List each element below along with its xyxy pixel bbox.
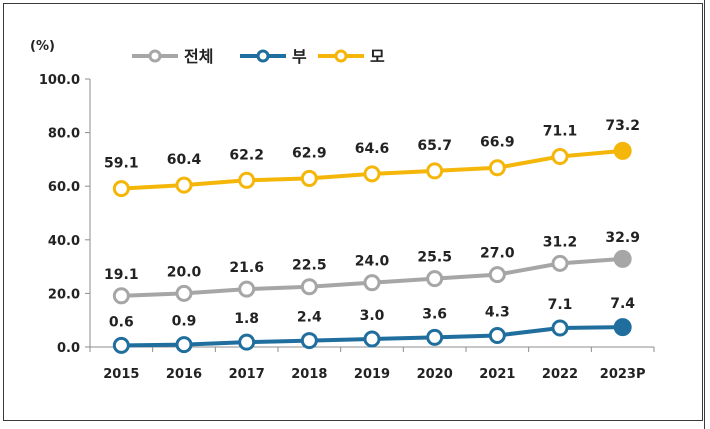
series-1-point bbox=[488, 326, 506, 344]
data-label: 1.8 bbox=[234, 311, 259, 327]
series-2-point bbox=[551, 147, 569, 165]
data-label: 32.9 bbox=[605, 230, 640, 246]
frame-edge bbox=[704, 0, 705, 429]
x-tick-label: 2023P bbox=[600, 367, 646, 382]
legend-marker-1 bbox=[256, 49, 270, 63]
series-2-point bbox=[613, 141, 632, 160]
series-1-point bbox=[300, 332, 318, 350]
data-label: 0.9 bbox=[172, 314, 197, 330]
series-0-point bbox=[300, 278, 318, 296]
data-label: 22.5 bbox=[292, 258, 327, 274]
series-0-point bbox=[175, 284, 193, 302]
legend-marker-0 bbox=[148, 49, 162, 63]
y-unit-label: (%) bbox=[30, 39, 55, 54]
y-tick-label: 40.0 bbox=[48, 234, 80, 249]
chart-frame: (%) 전체 부 모 0.0 20.0 40.0 60.0 80.0 100.0 2015 20… bbox=[3, 3, 703, 421]
series-2-point bbox=[238, 171, 256, 189]
data-label: 3.0 bbox=[360, 308, 385, 324]
data-label: 71.1 bbox=[543, 123, 578, 139]
data-label: 4.3 bbox=[485, 304, 510, 320]
series-2-point bbox=[426, 162, 444, 180]
series-2-point bbox=[112, 180, 130, 198]
y-tick-label: 100.0 bbox=[39, 73, 80, 88]
series-markers bbox=[112, 141, 632, 354]
data-label: 73.2 bbox=[605, 118, 640, 134]
series-1-point bbox=[426, 328, 444, 346]
series-2-point bbox=[300, 169, 318, 187]
series-1-point bbox=[175, 336, 193, 354]
x-tick-label: 2018 bbox=[291, 367, 327, 382]
series-0-point bbox=[363, 274, 381, 292]
y-tick-label: 80.0 bbox=[48, 127, 80, 142]
data-label: 25.5 bbox=[417, 250, 452, 266]
data-label: 66.9 bbox=[480, 135, 515, 151]
data-label: 7.1 bbox=[548, 297, 573, 313]
x-tick-label: 2022 bbox=[542, 367, 578, 382]
x-tick-label: 2020 bbox=[417, 367, 453, 382]
data-label: 0.6 bbox=[109, 314, 134, 330]
data-label: 64.6 bbox=[355, 141, 390, 157]
y-tick-label: 0.0 bbox=[57, 341, 80, 356]
data-label: 27.0 bbox=[480, 246, 515, 262]
data-label: 65.7 bbox=[417, 138, 452, 154]
data-label: 19.1 bbox=[104, 267, 139, 283]
x-tick-label: 2015 bbox=[103, 367, 139, 382]
x-tick-label: 2016 bbox=[166, 367, 202, 382]
series-1-point bbox=[551, 319, 569, 337]
series-0-point bbox=[238, 280, 256, 298]
series-1-point bbox=[238, 333, 256, 351]
legend: 전체 부 모 bbox=[132, 47, 385, 66]
series-2-point bbox=[488, 159, 506, 177]
data-label: 20.0 bbox=[167, 264, 202, 280]
y-tick-label: 60.0 bbox=[48, 180, 80, 195]
series-2-point bbox=[175, 176, 193, 194]
x-tick-label: 2017 bbox=[229, 367, 265, 382]
data-labels: 19.1 20.0 21.6 22.5 24.0 25.5 27.0 31.2 32.9 0.6 0… bbox=[104, 118, 640, 331]
legend-label-2: 모 bbox=[370, 47, 385, 66]
data-label: 60.4 bbox=[167, 152, 202, 168]
series-2-point bbox=[363, 165, 381, 183]
legend-label-1: 부 bbox=[292, 47, 307, 66]
data-label: 31.2 bbox=[543, 234, 578, 250]
legend-marker-2 bbox=[334, 49, 348, 63]
y-tick-label: 20.0 bbox=[48, 287, 80, 302]
legend-label-0: 전체 bbox=[184, 47, 213, 66]
data-label: 21.6 bbox=[229, 260, 264, 276]
data-label: 62.9 bbox=[292, 145, 327, 161]
series-1-point bbox=[363, 330, 381, 348]
data-label: 62.2 bbox=[229, 147, 264, 163]
series-0-point bbox=[112, 287, 130, 305]
series-1-point bbox=[613, 318, 632, 337]
x-tick-label: 2021 bbox=[479, 367, 515, 382]
data-label: 3.6 bbox=[422, 306, 447, 322]
data-label: 7.4 bbox=[610, 296, 635, 312]
y-axis: 0.0 20.0 40.0 60.0 80.0 100.0 bbox=[39, 73, 91, 356]
data-label: 2.4 bbox=[297, 310, 322, 326]
series-0-point bbox=[551, 254, 569, 272]
data-label: 59.1 bbox=[104, 156, 139, 172]
series-0-point bbox=[488, 266, 506, 284]
x-axis: 2015 2016 2017 2018 2019 2020 2021 2022 2023P bbox=[89, 346, 655, 382]
series-0-point bbox=[613, 249, 632, 268]
x-tick-label: 2019 bbox=[354, 367, 390, 382]
series-0-point bbox=[426, 270, 444, 288]
series-1-point bbox=[112, 336, 130, 354]
data-label: 24.0 bbox=[355, 254, 390, 270]
